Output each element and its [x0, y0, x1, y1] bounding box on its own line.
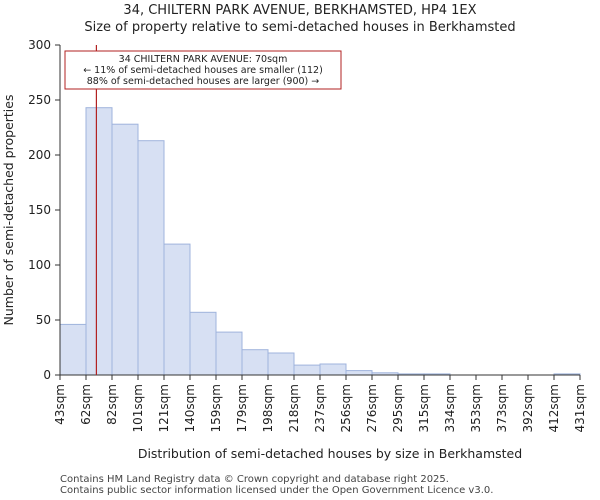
bar-121sqm — [163, 243, 191, 376]
x-tick-label: 353sqm — [469, 384, 483, 432]
y-tick-label: 100 — [28, 258, 51, 272]
x-tick-label: 198sqm — [261, 384, 275, 432]
x-tick-label: 392sqm — [521, 384, 535, 432]
x-tick-label: 431sqm — [573, 384, 587, 432]
bar-256sqm — [345, 370, 373, 376]
y-tick-label: 300 — [28, 38, 51, 52]
x-axis-ticks: 43sqm 62sqm 82sqm 101sqm 121sqm 140sqm 159sqm 1… — [53, 375, 587, 432]
x-tick-label: 276sqm — [365, 384, 379, 432]
bar-82sqm — [111, 123, 139, 376]
bars — [59, 107, 581, 376]
bar-198sqm — [267, 352, 295, 376]
x-tick-label: 256sqm — [339, 384, 353, 432]
x-tick-label: 121sqm — [157, 384, 171, 432]
x-tick-label: 412sqm — [547, 384, 561, 432]
bar-218sqm — [293, 364, 321, 376]
annotation-box — [64, 50, 342, 90]
y-tick-label: 200 — [28, 148, 51, 162]
x-tick-label: 43sqm — [53, 384, 67, 425]
bar-101sqm — [137, 140, 165, 376]
x-tick-label: 295sqm — [391, 384, 405, 432]
y-axis-ticks: 0 50 100 150 200 250 300 — [28, 38, 60, 382]
property-marker: 34 CHILTERN PARK AVENUE: 70sqm← 11% of s… — [64, 45, 342, 375]
chart-title: 34, CHILTERN PARK AVENUE, BERKHAMSTED, H… — [123, 3, 477, 18]
bar-159sqm — [215, 331, 243, 376]
bar-62sqm — [85, 107, 113, 376]
x-tick-label: 82sqm — [105, 384, 119, 425]
x-tick-label: 140sqm — [183, 384, 197, 432]
annotation-line: 34 CHILTERN PARK AVENUE: 70sqm — [119, 54, 288, 65]
x-tick-label: 179sqm — [235, 384, 249, 432]
bar-43sqm — [59, 323, 87, 376]
y-axis-label: Number of semi-detached properties — [1, 95, 16, 326]
footer-licence: Contains public sector information licen… — [60, 485, 494, 496]
x-tick-label: 159sqm — [209, 384, 223, 432]
annotation-line: 88% of semi-detached houses are larger (… — [87, 76, 320, 87]
y-tick-label: 0 — [43, 368, 51, 382]
bar-140sqm — [189, 311, 217, 376]
bar-237sqm — [319, 363, 347, 376]
x-tick-label: 101sqm — [131, 384, 145, 432]
x-tick-label: 373sqm — [495, 384, 509, 432]
x-tick-label: 218sqm — [287, 384, 301, 432]
bar-179sqm — [241, 349, 269, 376]
annotation-line: ← 11% of semi-detached houses are smalle… — [83, 65, 323, 76]
chart-subtitle: Size of property relative to semi-detach… — [84, 20, 516, 35]
x-tick-label: 237sqm — [313, 384, 327, 432]
x-tick-label: 62sqm — [79, 384, 93, 425]
y-tick-label: 50 — [36, 313, 51, 327]
footer-copyright: Contains HM Land Registry data © Crown c… — [60, 474, 449, 485]
x-tick-label: 315sqm — [417, 384, 431, 432]
y-tick-label: 250 — [28, 93, 51, 107]
y-tick-label: 150 — [28, 203, 51, 217]
x-tick-label: 334sqm — [443, 384, 457, 432]
x-axis-label: Distribution of semi-detached houses by … — [138, 446, 522, 461]
